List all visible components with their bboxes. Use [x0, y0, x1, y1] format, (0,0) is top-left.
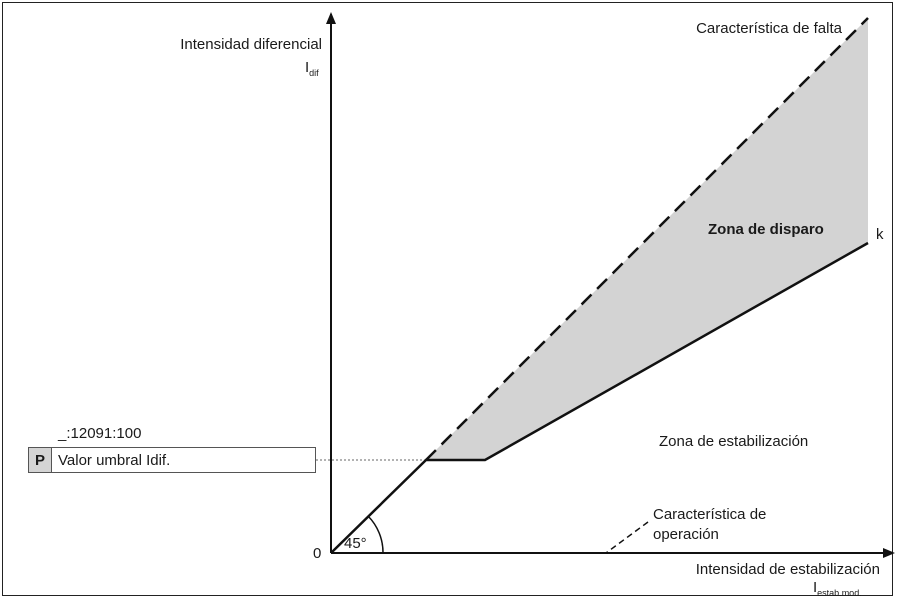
x-axis-symbol: Iestab.mod.: [813, 579, 862, 598]
operation-characteristic-pointer: [605, 521, 649, 554]
operation-characteristic-label-line1: Característica de: [653, 506, 766, 523]
slope-k-label: k: [876, 226, 884, 243]
operating-characteristic-line: [330, 241, 869, 554]
y-axis-symbol: Idif: [305, 59, 319, 78]
x-axis-title: Intensidad de estabilización: [696, 561, 880, 578]
origin-label: 0: [313, 545, 321, 562]
y-axis-title: Intensidad diferencial: [180, 36, 322, 53]
parameter-box: P Valor umbral Idif.: [28, 447, 316, 473]
x-axis-symbol-sub: estab.mod.: [817, 588, 862, 598]
trip-zone-label: Zona de disparo: [708, 221, 824, 238]
angle-label: 45°: [344, 535, 367, 552]
y-axis-symbol-sub: dif: [309, 68, 319, 78]
y-axis-symbol-main: I: [305, 59, 309, 76]
operation-characteristic-label-line2: operación: [653, 526, 719, 543]
angle-arc: [367, 515, 384, 554]
fault-characteristic-label: Característica de falta: [696, 20, 843, 37]
stabilization-zone-label: Zona de estabilización: [659, 433, 808, 450]
parameter-code: _:12091:100: [58, 425, 142, 442]
x-axis-symbol-main: I: [813, 579, 817, 596]
fault-characteristic-line: [425, 17, 869, 461]
parameter-tag: P: [29, 448, 52, 472]
parameter-label: Valor umbral Idif.: [58, 451, 171, 469]
